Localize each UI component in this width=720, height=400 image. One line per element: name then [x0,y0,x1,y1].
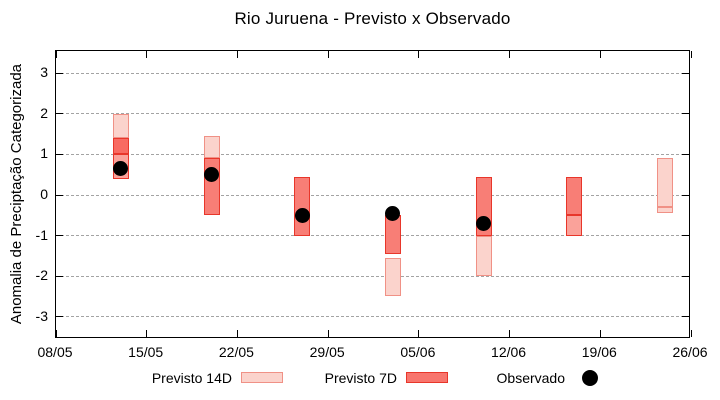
forecast-range-segment [112,113,129,139]
legend-label-observado: Observado [496,370,565,386]
forecast-range-segment [657,158,674,208]
forecast-range-segment [475,235,492,277]
x-tick-label: 22/05 [218,344,254,360]
y-axis-tick [682,275,689,277]
y-axis-tick [56,153,63,155]
gridline [56,194,689,196]
x-axis-tick [418,51,420,58]
plot-area [55,50,692,338]
x-axis-tick [418,330,420,337]
x-axis-tick [690,51,692,58]
x-axis-tick [236,330,238,337]
x-tick-label: 26/06 [672,344,708,360]
observed-dot [294,207,310,223]
legend-key-observado-dot [582,370,598,386]
y-axis-tick [56,72,63,74]
gridline [56,235,689,237]
forecast-range-segment [384,215,401,254]
y-axis-tick [56,194,63,196]
y-axis-tick [682,113,689,115]
legend-label-previsto-7d: Previsto 7D [324,370,397,386]
y-tick-label: -1 [35,226,48,243]
observed-dot [476,215,492,231]
x-tick-label: 29/05 [309,344,345,360]
observed-dot [113,161,129,177]
y-axis-tick [56,113,63,115]
gridline [56,153,689,155]
y-axis-tick [682,194,689,196]
chart-title: Rio Juruena - Previsto x Observado [234,9,511,28]
x-tick-label: 12/06 [491,344,527,360]
y-axis-tick [682,153,689,155]
x-axis-tick [146,51,148,58]
y-axis-tick [682,235,689,237]
x-axis-tick [327,51,329,58]
x-axis-tick [599,51,601,58]
y-tick-label: 0 [40,186,48,202]
y-axis-tick [682,72,689,74]
x-axis-tick [236,51,238,58]
x-axis-tick [690,330,692,337]
forecast-range-segment [566,215,583,236]
x-axis-tick [509,51,511,58]
y-tick-label: -3 [35,307,48,324]
x-axis-tick [599,330,601,337]
y-tick-label: 3 [40,64,48,81]
x-axis-tick [327,330,329,337]
forecast-range-segment [657,207,674,214]
x-tick-label: 08/05 [37,344,73,360]
gridline [56,72,689,74]
observed-dot [204,167,219,183]
y-axis-tick [56,275,63,277]
gridline [56,316,689,318]
x-axis-tick [509,330,511,337]
y-tick-label: 1 [40,145,48,162]
legend-key-previsto-14d-box [241,372,283,383]
x-tick-label: 15/05 [128,344,164,360]
gridline [56,113,689,115]
y-axis-tick [682,316,689,318]
forecast-range-segment [112,138,129,155]
y-axis-tick [56,316,63,318]
y-tick-label: -2 [35,267,48,284]
legend-key-previsto-7d-box [406,372,448,383]
y-tick-label: 2 [40,104,48,121]
y-axis-tick [56,235,63,237]
x-axis-tick [55,51,57,58]
x-axis-tick [55,330,57,337]
gridline [56,275,689,277]
forecast-range-segment [294,176,311,236]
observed-dot [385,205,401,221]
forecast-range-segment [203,136,220,159]
x-axis-tick [146,330,148,337]
legend-label-previsto-14d: Previsto 14D [151,370,232,386]
x-tick-label: 19/06 [581,344,617,360]
x-tick-label: 05/06 [400,344,436,360]
forecast-range-segment [384,257,401,297]
forecast-range-segment [566,176,583,216]
